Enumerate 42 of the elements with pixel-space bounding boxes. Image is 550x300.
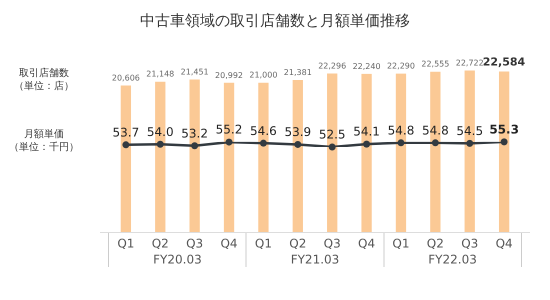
data-label: 54.8 (422, 123, 449, 138)
data-label: 22,722 (456, 58, 484, 68)
x-tick-label: Q3 (324, 236, 341, 250)
data-label: 54.6 (250, 124, 277, 138)
x-tick-label: Q2 (426, 236, 444, 250)
x-tick-label: Q1 (392, 236, 410, 250)
data-label: 22,240 (352, 62, 381, 71)
text: FY20.03 (153, 252, 202, 266)
data-label: 21,381 (284, 68, 312, 78)
data-label: 20,606 (112, 74, 140, 83)
x-tick-label: Q4 (496, 236, 513, 250)
data-label: 21,148 (146, 70, 174, 79)
data-label: 53.7 (112, 125, 140, 140)
x-tick-label: Q1 (117, 236, 134, 250)
text: FY22.03 (428, 252, 477, 266)
data-label: 22,296 (318, 62, 346, 71)
data-label: 52.5 (318, 128, 346, 142)
data-label: 21,451 (180, 68, 209, 77)
data-label: 22,290 (386, 62, 415, 71)
data-label: 54.0 (146, 124, 174, 139)
text: FY21.03 (290, 252, 340, 266)
data-label: 55.3 (489, 122, 519, 137)
data-label: 53.2 (181, 126, 208, 140)
x-tick-label: Q4 (220, 236, 238, 250)
data-label: 54.5 (456, 124, 484, 138)
x-tick-label: Q4 (358, 236, 376, 250)
y2-axis-title: 月額単価（単位：千円） (9, 128, 79, 153)
data-label: 20,992 (215, 70, 244, 80)
x-tick-label: Q3 (461, 236, 478, 250)
chart-title: 中古車領域の取引店舗数と月額単価推移 (140, 12, 410, 30)
y-axis-title: 取引店舗数（単位：店） (14, 67, 74, 92)
x-tick-label: Q1 (254, 236, 272, 250)
data-label: 21,000 (249, 70, 278, 80)
data-label: 54.8 (388, 123, 414, 138)
x-tick-label: Q3 (186, 236, 204, 250)
data-label: 22,555 (421, 60, 450, 69)
data-label: 22,584 (482, 55, 526, 68)
data-label: 53.9 (284, 125, 312, 140)
data-label: 55.2 (216, 122, 242, 137)
x-tick-label: Q2 (152, 236, 169, 250)
data-label: 54.1 (353, 124, 380, 139)
x-tick-label: Q2 (289, 236, 306, 250)
